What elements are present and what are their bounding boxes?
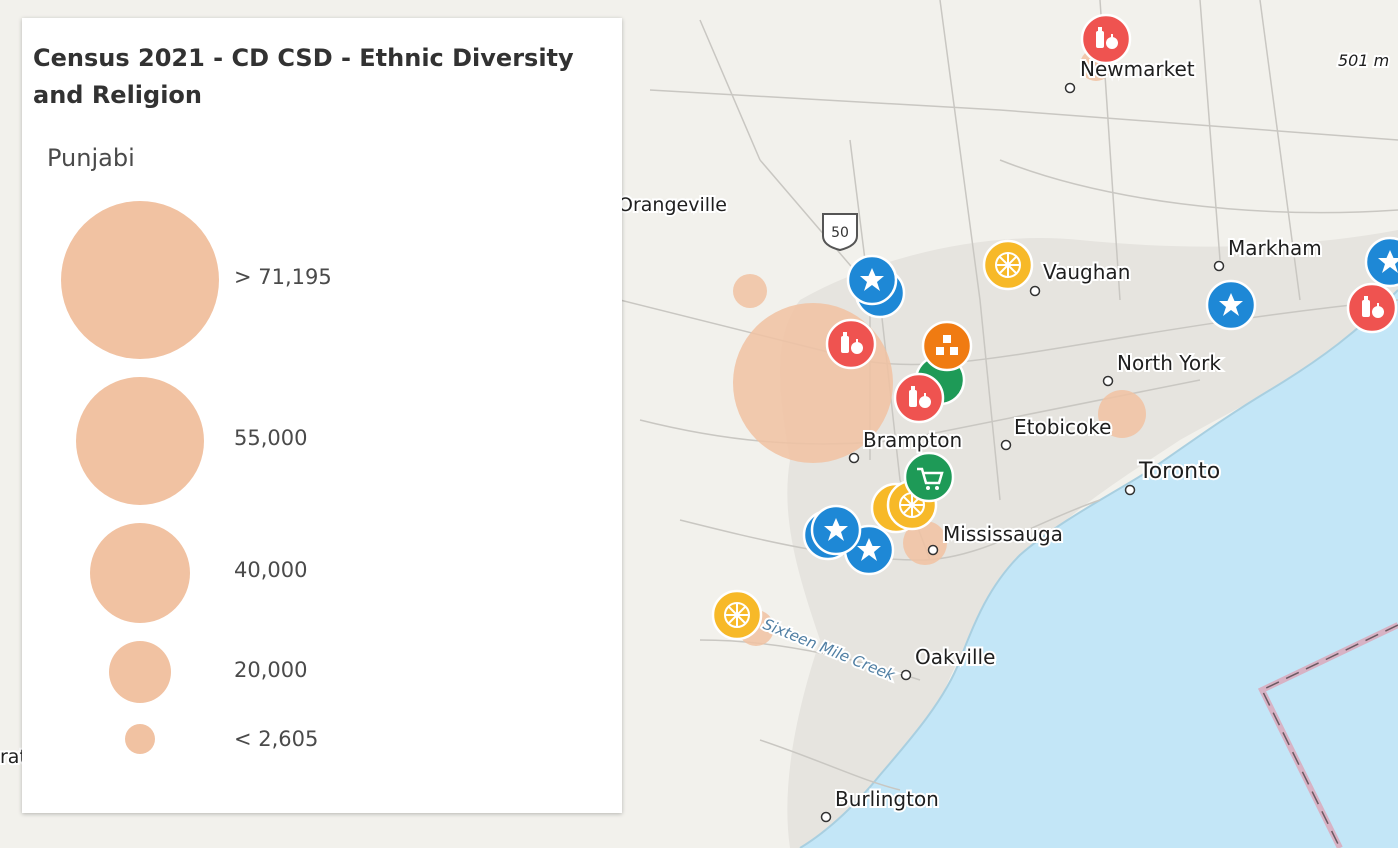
- legend-symbol-large: [76, 377, 204, 505]
- poi-markers: [711, 13, 1398, 641]
- label-markham: Markham: [1228, 236, 1322, 260]
- star-icon: [1378, 250, 1398, 273]
- poi-grocery[interactable]: [1080, 13, 1132, 65]
- legend-label: 40,000: [234, 558, 308, 582]
- cart-icon: [917, 467, 944, 485]
- label-burlington: Burlington: [835, 787, 939, 811]
- legend-label: > 71,195: [234, 265, 332, 289]
- legend-symbol-medium: [90, 523, 190, 623]
- poi-citrus[interactable]: [982, 239, 1034, 291]
- grocery-icon: [1362, 296, 1384, 318]
- label-oakville: Oakville: [915, 645, 995, 669]
- poi-cart[interactable]: [903, 451, 955, 503]
- label-elevation: 501 m: [1338, 51, 1389, 70]
- star-icon: [860, 268, 884, 291]
- grocery-icon: [841, 332, 863, 354]
- punjabi-etobicoke[interactable]: [1098, 390, 1146, 438]
- legend-symbol-smallest: [125, 724, 155, 754]
- legend-label: < 2,605: [234, 727, 319, 751]
- grocery-icon: [909, 386, 931, 408]
- poi-citrus[interactable]: [711, 589, 763, 641]
- international-border-dash: [1260, 624, 1398, 848]
- label-newmarket: Newmarket: [1080, 57, 1195, 81]
- poi-star[interactable]: [846, 254, 898, 306]
- legend-symbol-small: [109, 641, 171, 703]
- star-icon: [857, 538, 881, 561]
- label-mississauga: Mississauga: [943, 522, 1063, 546]
- place-dots: [820, 82, 1225, 823]
- legend-label: 55,000: [234, 426, 308, 450]
- highway-number: 50: [831, 225, 849, 241]
- legend-title: Census 2021 - CD CSD - Ethnic Diversity …: [33, 44, 574, 109]
- highway-shield: 50: [822, 213, 858, 252]
- label-toronto: Toronto: [1138, 459, 1220, 484]
- label-orangeville: Orangeville: [618, 194, 727, 216]
- poi-grocery[interactable]: [893, 372, 945, 424]
- boxes-icon: [936, 335, 958, 355]
- poi-star[interactable]: [1364, 236, 1398, 288]
- shoreline: [799, 289, 1398, 848]
- legend-label: 20,000: [234, 658, 308, 682]
- grocery-icon: [1096, 27, 1118, 49]
- star-icon: [824, 518, 848, 541]
- punjabi-caledon[interactable]: [733, 274, 767, 308]
- poi-star[interactable]: [810, 504, 862, 556]
- legend-field-name: Punjabi: [47, 144, 135, 172]
- legend-panel: Census 2021 - CD CSD - Ethnic Diversity …: [22, 18, 622, 813]
- poi-grocery[interactable]: [825, 318, 877, 370]
- poi-grocery[interactable]: [1346, 282, 1398, 334]
- poi-boxes[interactable]: [921, 320, 973, 372]
- star-icon: [1219, 293, 1243, 316]
- label-etobicoke: Etobicoke: [1014, 415, 1111, 439]
- lake-ontario: [800, 290, 1398, 848]
- poi-star[interactable]: [1205, 279, 1257, 331]
- label-brampton: Brampton: [863, 428, 962, 452]
- legend-symbol-largest: [61, 201, 219, 359]
- label-north-york: North York: [1117, 351, 1221, 375]
- label-vaughan: Vaughan: [1043, 260, 1130, 284]
